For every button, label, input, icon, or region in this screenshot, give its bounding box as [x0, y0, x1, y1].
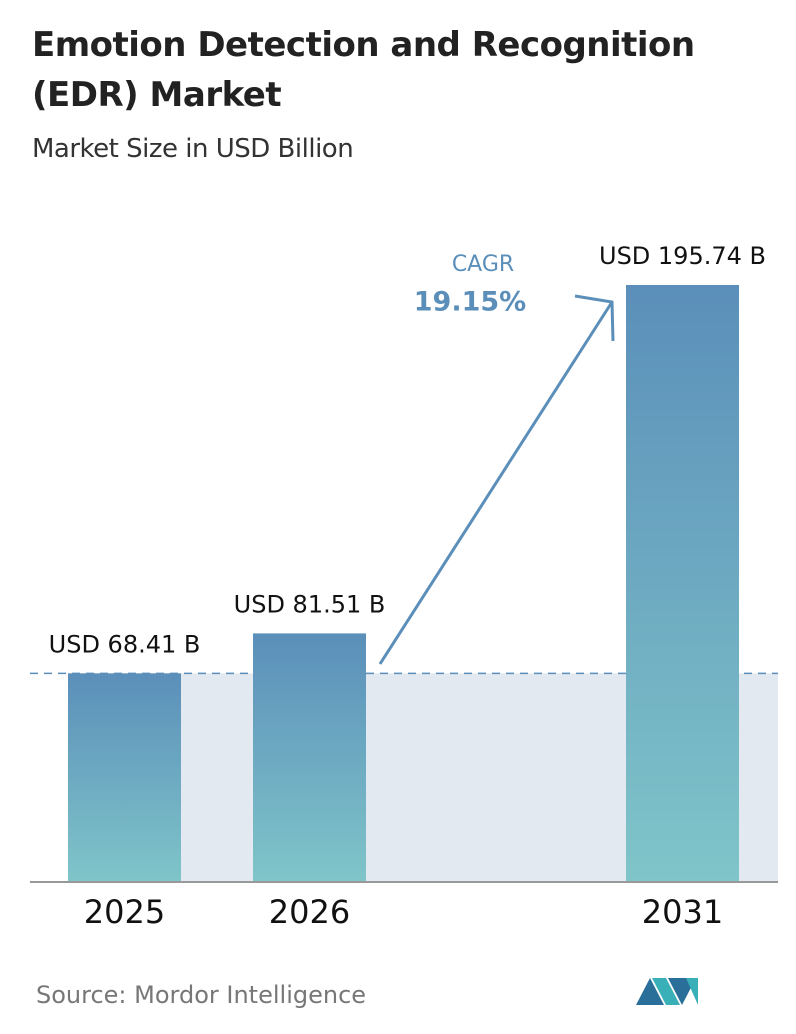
source: Source: Mordor Intelligence: [36, 981, 366, 1009]
bar: [253, 633, 366, 882]
chart-subtitle: Market Size in USD Billion: [32, 134, 354, 164]
x-tick-label: 2031: [642, 893, 723, 931]
x-tick-label: 2025: [84, 893, 165, 931]
value-label: USD 81.51 B: [234, 590, 386, 618]
x-tick-label: 2026: [269, 893, 350, 931]
bar: [68, 673, 181, 882]
cagr-arrowhead: [574, 294, 615, 342]
cagr-arrow: [378, 301, 614, 665]
value-label: USD 195.74 B: [599, 242, 766, 270]
cagr-label: CAGR: [452, 252, 514, 277]
bars: [68, 285, 739, 882]
bar: [626, 285, 739, 882]
logo: [636, 978, 698, 1005]
cagr-value: 19.15%: [414, 287, 526, 318]
value-label: USD 68.41 B: [49, 630, 201, 658]
chart-title: Emotion Detection and Recognition (EDR) …: [32, 25, 695, 115]
